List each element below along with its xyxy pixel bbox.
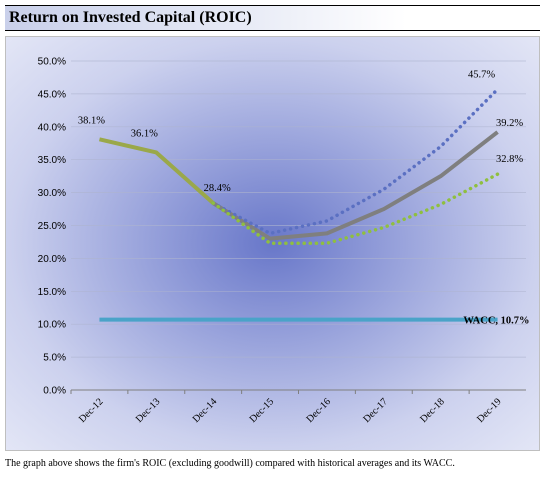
chart-caption: The graph above shows the firm's ROIC (e… — [5, 458, 455, 469]
y-tick-label: 50.0% — [38, 57, 66, 68]
y-tick-label: 20.0% — [38, 254, 66, 265]
y-tick-label: 5.0% — [43, 353, 66, 364]
wacc-label: WACC, 10.7% — [463, 316, 529, 327]
y-tick-label: 25.0% — [38, 221, 66, 232]
y-tick-label: 0.0% — [43, 386, 66, 397]
x-tick-label: Dec-12 — [77, 396, 106, 425]
chart-frame: 0.0% 5.0% 10.0% 15.0% 20.0% 25.0% 30.0% 35.0% 40… — [5, 36, 540, 451]
y-tick-label: 45.0% — [38, 89, 66, 100]
x-tick-label: Dec-18 — [418, 396, 447, 425]
data-label: 39.2% — [496, 118, 523, 129]
y-tick-label: 40.0% — [38, 122, 66, 133]
y-tick-label: 30.0% — [38, 188, 66, 199]
series-line-1 — [212, 130, 499, 241]
data-label: 36.1% — [131, 128, 158, 139]
x-tick-label: Dec-16 — [304, 396, 333, 425]
data-label: 45.7% — [468, 69, 495, 80]
x-tick-label: Dec-14 — [191, 396, 220, 425]
x-tick-label: Dec-17 — [361, 396, 390, 425]
x-tick-label: Dec-15 — [248, 396, 277, 425]
series-line-0 — [98, 137, 215, 205]
y-tick-label: 35.0% — [38, 155, 66, 166]
y-tick-label: 10.0% — [38, 320, 66, 331]
title-bar: Return on Invested Capital (ROIC) — [5, 5, 540, 31]
x-tick-label: Dec-19 — [475, 396, 504, 425]
data-label: 28.4% — [204, 183, 231, 194]
series-line-3 — [211, 172, 500, 246]
x-tick-label: Dec-13 — [134, 396, 163, 425]
data-label: 32.8% — [496, 154, 523, 165]
y-tick-label: 15.0% — [38, 287, 66, 298]
data-label: 38.1% — [78, 115, 105, 126]
page-title: Return on Invested Capital (ROIC) — [9, 9, 252, 26]
series-line-2 — [211, 87, 500, 236]
roic-chart: 0.0% 5.0% 10.0% 15.0% 20.0% 25.0% 30.0% 35.0% 40… — [38, 57, 530, 425]
